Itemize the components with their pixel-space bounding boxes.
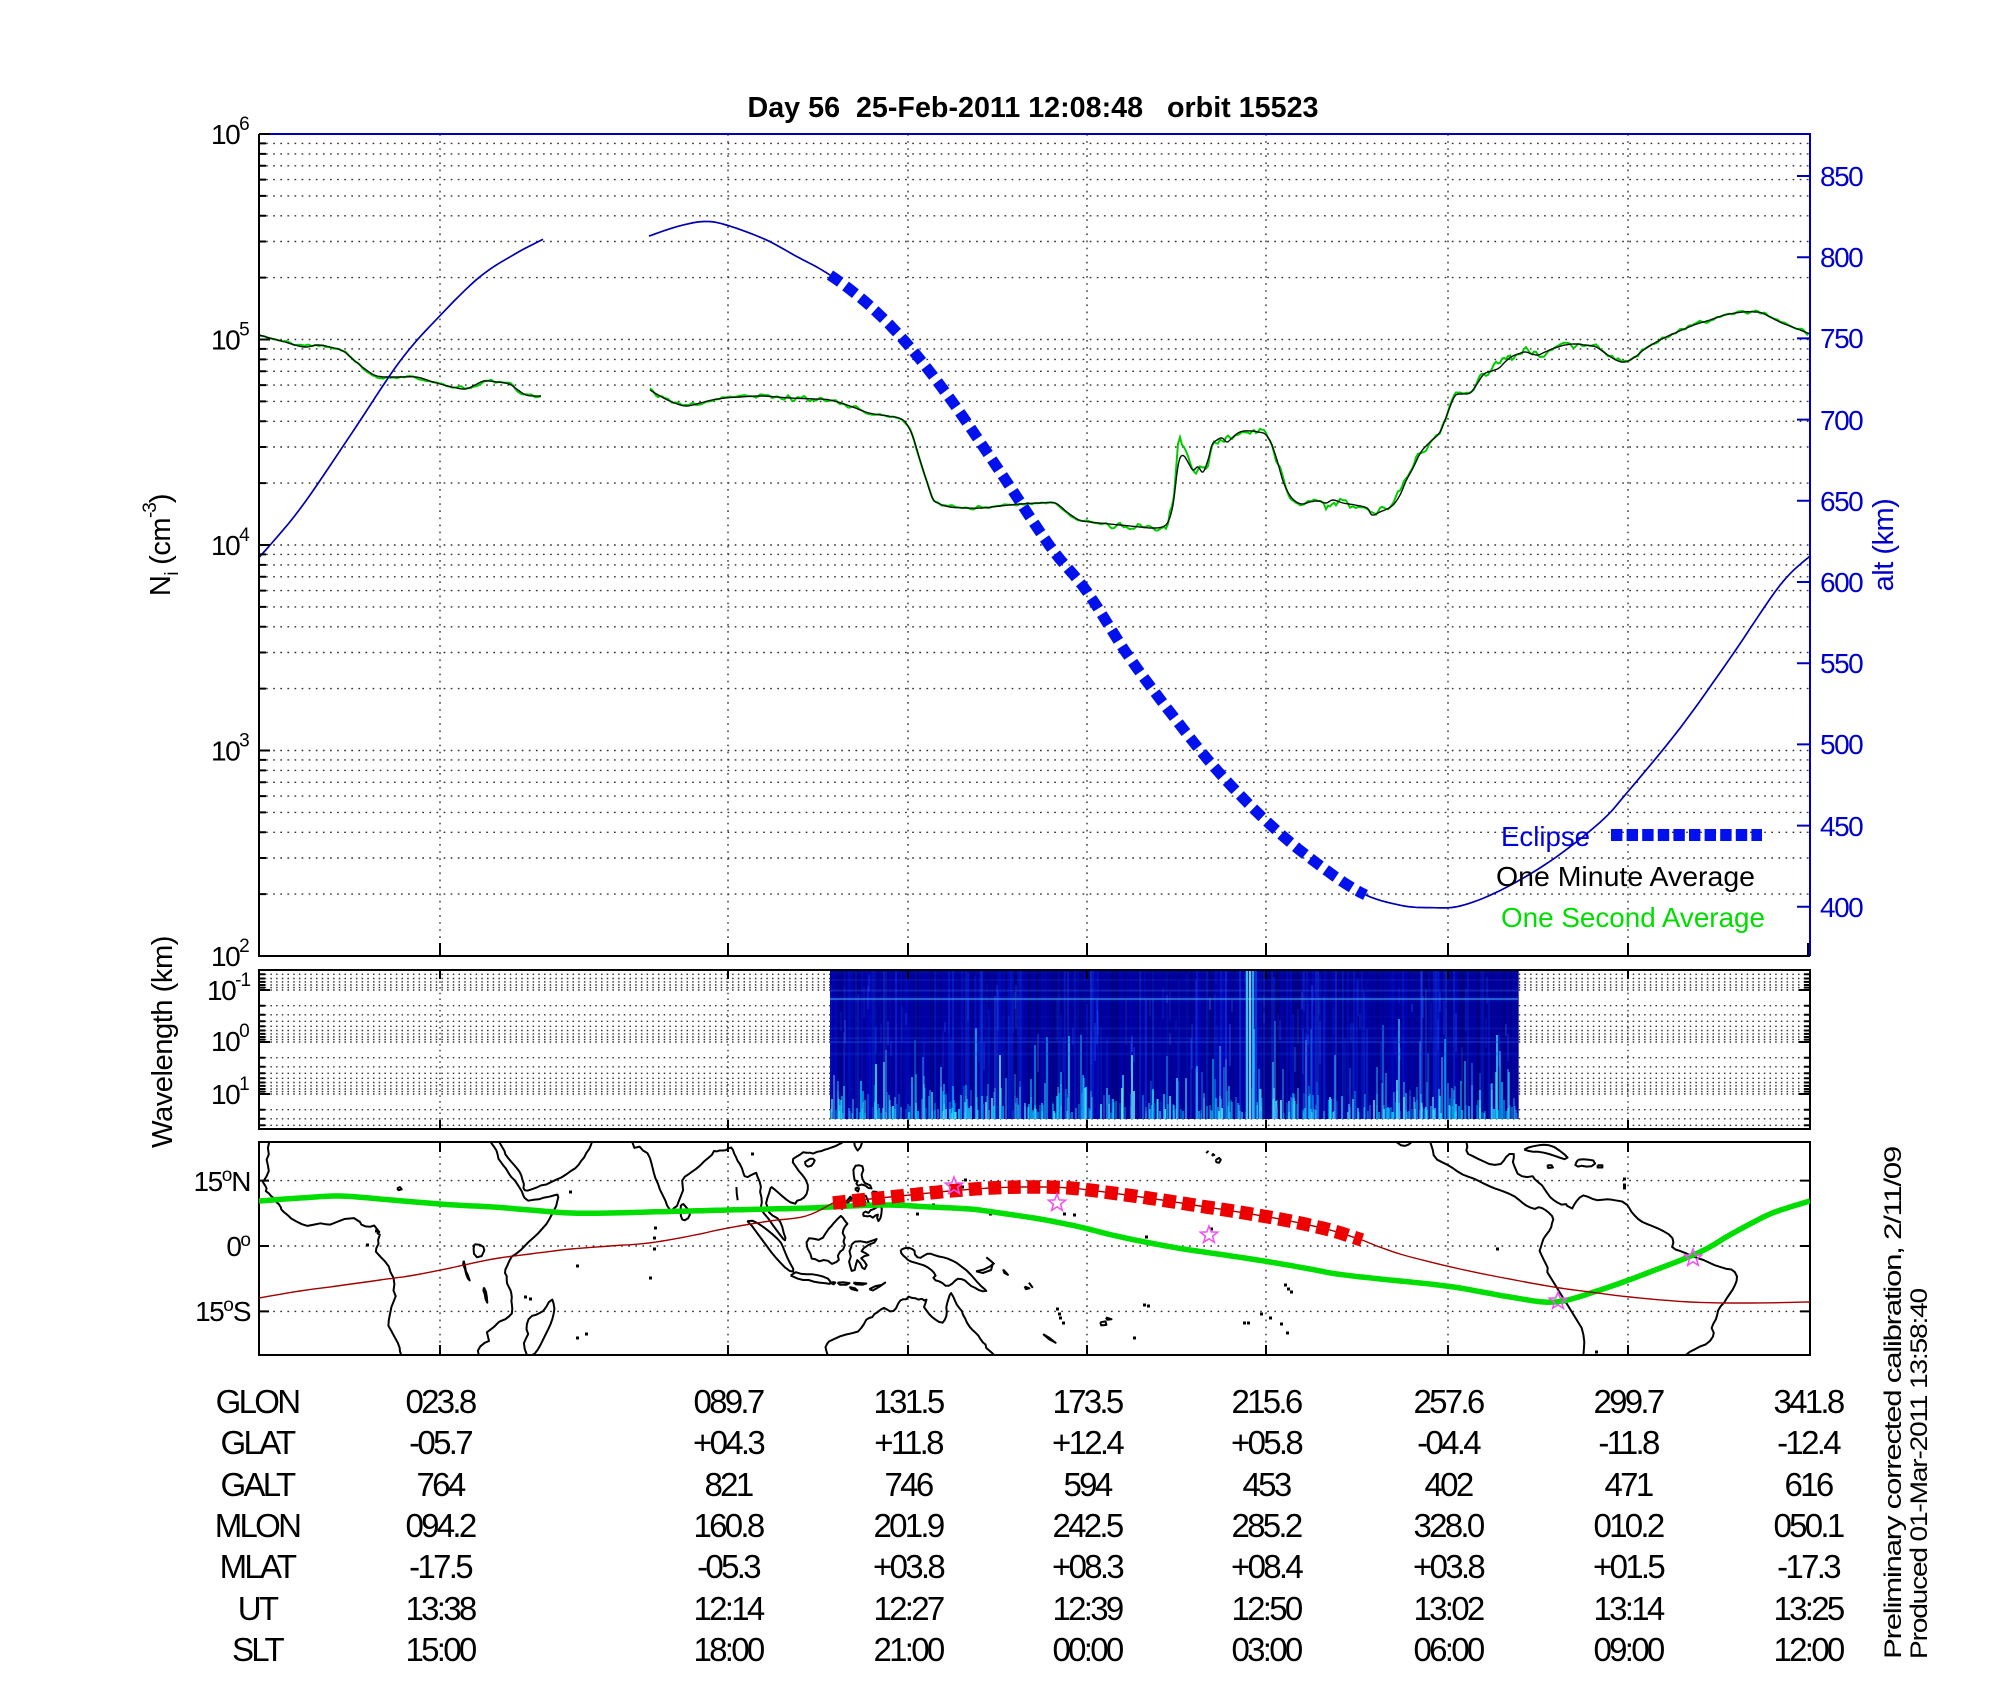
svg-text:600: 600 — [1820, 567, 1863, 598]
svg-text:12:14: 12:14 — [693, 1590, 764, 1627]
svg-text:131.5: 131.5 — [873, 1383, 943, 1420]
svg-text:050.1: 050.1 — [1773, 1507, 1843, 1544]
svg-text:471: 471 — [1605, 1466, 1653, 1503]
svg-text:550: 550 — [1820, 648, 1863, 679]
svg-text:GLON: GLON — [216, 1383, 300, 1420]
svg-text:09:00: 09:00 — [1593, 1631, 1664, 1668]
svg-text:-17.3: -17.3 — [1777, 1548, 1840, 1585]
svg-text:21:00: 21:00 — [873, 1631, 944, 1668]
svg-text:+03.8: +03.8 — [1413, 1548, 1484, 1585]
svg-text:173.5: 173.5 — [1052, 1383, 1122, 1420]
svg-text:242.5: 242.5 — [1052, 1507, 1122, 1544]
svg-text:13:38: 13:38 — [405, 1590, 475, 1627]
svg-text:GALT: GALT — [221, 1466, 296, 1503]
svg-text:+01.5: +01.5 — [1593, 1548, 1664, 1585]
svg-text:328.0: 328.0 — [1413, 1507, 1484, 1544]
svg-text:023.8: 023.8 — [405, 1383, 475, 1420]
svg-text:215.6: 215.6 — [1231, 1383, 1301, 1420]
svg-text:160.8: 160.8 — [693, 1507, 763, 1544]
svg-text:089.7: 089.7 — [693, 1383, 763, 1420]
svg-text:500: 500 — [1820, 729, 1863, 760]
svg-text:+04.3: +04.3 — [693, 1424, 764, 1461]
svg-text:010.2: 010.2 — [1593, 1507, 1663, 1544]
svg-text:18:00: 18:00 — [693, 1631, 764, 1668]
svg-text:764: 764 — [417, 1466, 466, 1503]
svg-text:104: 104 — [211, 525, 250, 561]
svg-text:-11.8: -11.8 — [1598, 1424, 1659, 1461]
svg-text:SLT: SLT — [232, 1631, 285, 1668]
svg-text:-17.5: -17.5 — [409, 1548, 472, 1585]
svg-text:+05.8: +05.8 — [1231, 1424, 1302, 1461]
svg-text:402: 402 — [1425, 1466, 1473, 1503]
svg-text:UT: UT — [238, 1590, 279, 1627]
svg-text:13:02: 13:02 — [1413, 1590, 1483, 1627]
svg-text:594: 594 — [1064, 1466, 1113, 1503]
svg-text:094.2: 094.2 — [405, 1507, 475, 1544]
svg-text:285.2: 285.2 — [1231, 1507, 1301, 1544]
svg-text:Preliminary corrected calibrat: Preliminary corrected calibration, 2/11/… — [1880, 1146, 1907, 1659]
svg-text:One Second Average: One Second Average — [1501, 902, 1765, 933]
svg-text:450: 450 — [1820, 811, 1863, 842]
svg-text:+12.4: +12.4 — [1052, 1424, 1124, 1461]
svg-text:616: 616 — [1785, 1466, 1833, 1503]
svg-text:12:50: 12:50 — [1231, 1590, 1302, 1627]
svg-text:+08.4: +08.4 — [1231, 1548, 1303, 1585]
svg-text:13:25: 13:25 — [1773, 1590, 1843, 1627]
svg-text:12:00: 12:00 — [1773, 1631, 1844, 1668]
svg-text:400: 400 — [1820, 892, 1863, 923]
svg-text:-05.7: -05.7 — [409, 1424, 472, 1461]
svg-text:201.9: 201.9 — [873, 1507, 943, 1544]
svg-text:One Minute Average: One Minute Average — [1496, 861, 1755, 892]
svg-text:750: 750 — [1820, 323, 1863, 354]
svg-text:15oS: 15oS — [195, 1295, 251, 1327]
svg-text:GLAT: GLAT — [221, 1424, 296, 1461]
svg-text:06:00: 06:00 — [1413, 1631, 1484, 1668]
svg-text:15:00: 15:00 — [405, 1631, 476, 1668]
svg-text:12:27: 12:27 — [873, 1590, 943, 1627]
svg-text:13:14: 13:14 — [1593, 1590, 1664, 1627]
svg-text:341.8: 341.8 — [1773, 1383, 1843, 1420]
svg-text:-05.3: -05.3 — [697, 1548, 760, 1585]
svg-text:Day 56 25-Feb-2011 12:08:48: Day 56 25-Feb-2011 12:08:48 orbit 15523 — [748, 92, 1319, 124]
svg-text:299.7: 299.7 — [1593, 1383, 1663, 1420]
svg-text:+11.8: +11.8 — [874, 1424, 943, 1461]
svg-text:257.6: 257.6 — [1413, 1383, 1483, 1420]
svg-text:-04.4: -04.4 — [1417, 1424, 1481, 1461]
svg-text:12:39: 12:39 — [1052, 1590, 1122, 1627]
svg-text:821: 821 — [705, 1466, 753, 1503]
svg-text:MLAT: MLAT — [220, 1548, 297, 1585]
svg-text:00:00: 00:00 — [1052, 1631, 1123, 1668]
svg-text:03:00: 03:00 — [1231, 1631, 1302, 1668]
svg-text:-12.4: -12.4 — [1777, 1424, 1841, 1461]
svg-text:alt (km): alt (km) — [1868, 499, 1900, 592]
svg-text:+03.8: +03.8 — [873, 1548, 944, 1585]
svg-text:850: 850 — [1820, 161, 1863, 192]
svg-text:800: 800 — [1820, 242, 1863, 273]
svg-text:Produced 01-Mar-2011 13:58:40: Produced 01-Mar-2011 13:58:40 — [1906, 1288, 1933, 1659]
svg-text:453: 453 — [1243, 1466, 1291, 1503]
svg-text:650: 650 — [1820, 486, 1863, 517]
svg-text:Wavelength (km): Wavelength (km) — [147, 936, 179, 1148]
svg-text:Eclipse: Eclipse — [1501, 821, 1590, 852]
svg-text:MLON: MLON — [215, 1507, 300, 1544]
svg-text:+08.3: +08.3 — [1052, 1548, 1123, 1585]
svg-text:746: 746 — [885, 1466, 933, 1503]
svg-text:700: 700 — [1820, 405, 1863, 436]
